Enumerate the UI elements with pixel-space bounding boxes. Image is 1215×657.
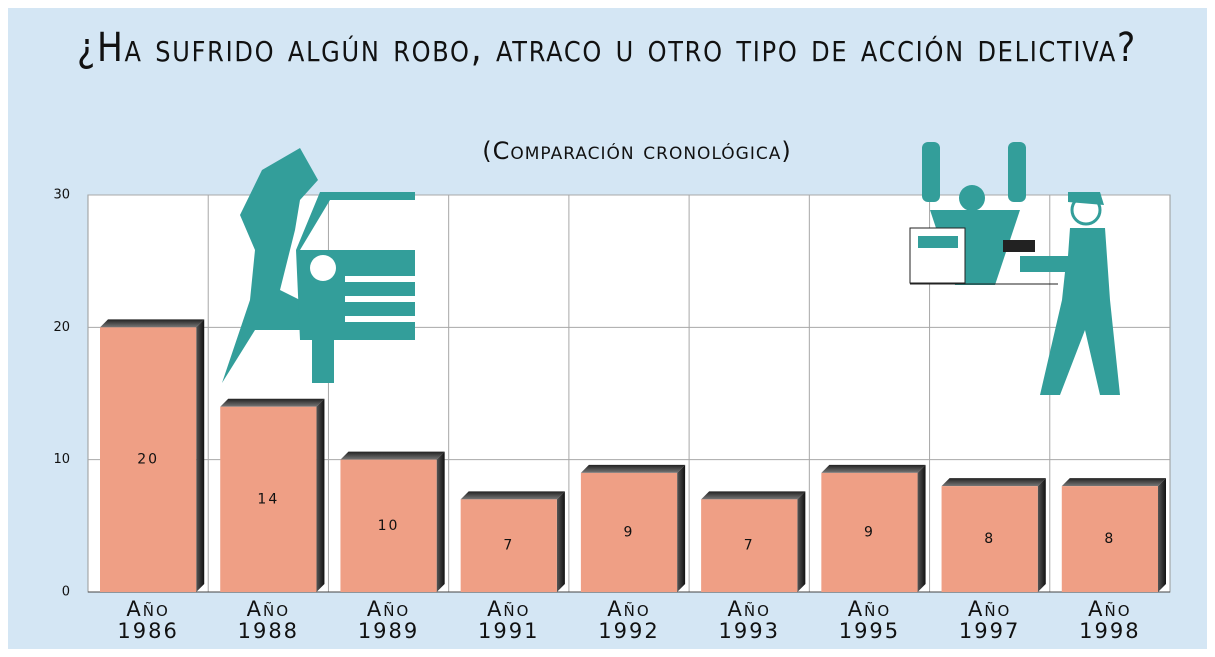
- value-label: 8: [984, 531, 995, 547]
- bar-side: [677, 464, 686, 592]
- bar-side: [316, 398, 325, 592]
- x-tick-label: Año 1998: [1079, 597, 1141, 643]
- bar: [701, 499, 798, 592]
- y-tick-label: 10: [53, 452, 70, 467]
- bar-top: [460, 491, 565, 500]
- x-tick-label: Año 1988: [237, 597, 300, 643]
- value-label: 9: [624, 524, 635, 540]
- bar: [580, 472, 678, 592]
- value-label: 10: [378, 518, 400, 534]
- x-tick-label: Año 1993: [718, 597, 780, 643]
- bar: [941, 486, 1038, 592]
- bar: [220, 406, 317, 592]
- bar-top: [941, 478, 1046, 487]
- value-label: 14: [257, 491, 279, 507]
- bar-top: [220, 398, 325, 407]
- bar-side: [797, 491, 806, 592]
- bar-side: [436, 451, 445, 592]
- bar: [821, 472, 918, 592]
- bar-top: [1061, 478, 1166, 487]
- value-label: 7: [744, 538, 755, 554]
- x-tick-label: Año 1997: [958, 597, 1021, 643]
- bar-side: [1037, 478, 1046, 592]
- y-tick-label: 20: [53, 320, 70, 335]
- bar: [340, 459, 437, 592]
- bar-top: [580, 464, 686, 473]
- illustration: [222, 142, 1120, 395]
- value-label: 8: [1104, 531, 1115, 547]
- x-tick-label: Año 1991: [478, 597, 540, 643]
- value-label: 7: [503, 538, 514, 554]
- x-tick-label: Año 1995: [838, 597, 901, 643]
- bar-top: [340, 451, 445, 460]
- bar-side: [556, 491, 565, 592]
- chart-title: ¿Ha sufrido algún robo, atraco u otro ti…: [77, 25, 1137, 71]
- value-label: 9: [864, 524, 875, 540]
- y-tick-label: 0: [62, 585, 70, 600]
- bar-top: [100, 319, 205, 328]
- bar-top: [821, 464, 926, 473]
- bar: [1061, 486, 1158, 592]
- bar-side: [1158, 478, 1166, 592]
- bar: [460, 499, 557, 592]
- y-tick-label: 30: [53, 188, 70, 203]
- x-tick-label: Año 1992: [598, 597, 660, 643]
- x-tick-label: Año 1989: [357, 597, 420, 643]
- x-tick-label: Año 1986: [117, 597, 179, 643]
- bar: [100, 327, 197, 592]
- bar-side: [917, 464, 926, 592]
- chart-subtitle: (Comparación cronológica): [482, 137, 791, 165]
- value-label: 20: [137, 452, 159, 468]
- bar-side: [196, 319, 205, 592]
- bar-top: [701, 491, 806, 500]
